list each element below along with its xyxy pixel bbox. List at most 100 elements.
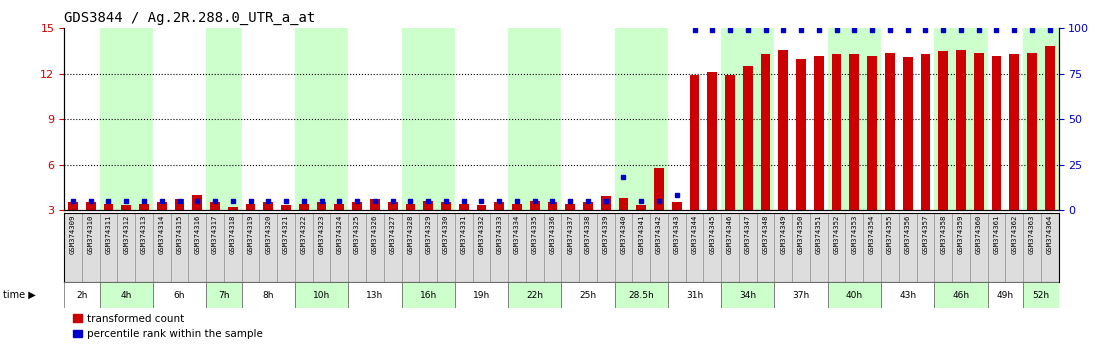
Text: GSM374331: GSM374331 [461,215,466,254]
Bar [667,213,685,282]
Bar [667,282,722,308]
Text: GSM374310: GSM374310 [87,215,94,254]
Bar [797,58,806,210]
Bar [760,54,770,210]
Text: GSM374318: GSM374318 [230,215,235,254]
Bar [845,213,863,282]
Text: GSM374347: GSM374347 [745,215,750,254]
Text: GSM374351: GSM374351 [815,215,822,254]
Text: GSM374332: GSM374332 [478,215,484,254]
Bar [881,213,898,282]
Bar [561,28,614,210]
Bar [491,213,508,282]
Bar [455,28,508,210]
Bar [1023,282,1059,308]
Bar [619,198,629,210]
Bar [170,213,188,282]
Bar [175,199,185,210]
Text: GSM374357: GSM374357 [923,215,928,254]
Text: time ▶: time ▶ [3,290,36,300]
Text: GSM374335: GSM374335 [532,215,538,254]
Bar [722,282,775,308]
Bar [561,282,614,308]
Bar [406,204,415,210]
Text: GSM374348: GSM374348 [762,215,769,254]
Text: GSM374343: GSM374343 [674,215,680,254]
Text: 34h: 34h [739,291,756,300]
Bar [544,213,561,282]
Bar [739,213,757,282]
Bar [455,282,508,308]
Bar [725,75,735,210]
Text: GSM374336: GSM374336 [549,215,556,254]
Bar [366,213,383,282]
Bar [99,213,117,282]
Bar [99,28,152,210]
Bar [508,282,561,308]
Bar [757,213,775,282]
Bar [157,202,167,210]
Text: GSM374311: GSM374311 [105,215,112,254]
Text: 13h: 13h [366,291,383,300]
Bar [188,213,207,282]
Bar [561,213,579,282]
Bar [348,28,401,210]
Bar [207,28,242,210]
Bar [260,213,277,282]
Bar [938,51,948,210]
Bar [207,282,242,308]
Text: GSM374329: GSM374329 [425,215,431,254]
Text: GSM374333: GSM374333 [496,215,502,254]
Bar [242,282,295,308]
Text: GSM374342: GSM374342 [656,215,662,254]
Bar [667,28,722,210]
Bar [898,213,916,282]
Bar [152,213,170,282]
Bar [348,213,366,282]
Bar [991,56,1001,210]
Bar [152,282,207,308]
Bar [383,213,401,282]
Bar [632,213,650,282]
Text: GSM374340: GSM374340 [621,215,627,254]
Bar [473,213,491,282]
Text: GSM374345: GSM374345 [709,215,715,254]
Bar [245,204,255,210]
Text: GSM374313: GSM374313 [141,215,147,254]
Bar [242,213,260,282]
Text: GSM374350: GSM374350 [798,215,804,254]
Bar [1023,213,1041,282]
Bar [348,282,401,308]
Bar [814,56,823,210]
Bar [317,202,326,210]
Bar [722,213,739,282]
Bar [685,213,704,282]
Text: GSM374364: GSM374364 [1046,215,1053,254]
Bar [934,28,988,210]
Bar [934,282,988,308]
Bar [455,213,473,282]
Text: GSM374337: GSM374337 [567,215,573,254]
Bar [370,199,380,210]
Bar [775,213,792,282]
Bar [104,204,114,210]
Bar [707,72,717,210]
Bar [352,202,362,210]
Bar [988,213,1006,282]
Bar [494,202,504,210]
Bar [597,213,614,282]
Bar [69,202,77,210]
Bar [459,204,469,210]
Text: GSM374321: GSM374321 [283,215,290,254]
Bar [566,204,575,210]
Text: 37h: 37h [792,291,810,300]
Text: GSM374360: GSM374360 [976,215,981,254]
Bar [650,213,667,282]
Text: GSM374323: GSM374323 [318,215,325,254]
Bar [792,213,810,282]
Text: GSM374355: GSM374355 [887,215,893,254]
Text: GSM374352: GSM374352 [833,215,840,254]
Bar [228,207,238,210]
Bar [529,201,539,210]
Bar [832,54,842,210]
